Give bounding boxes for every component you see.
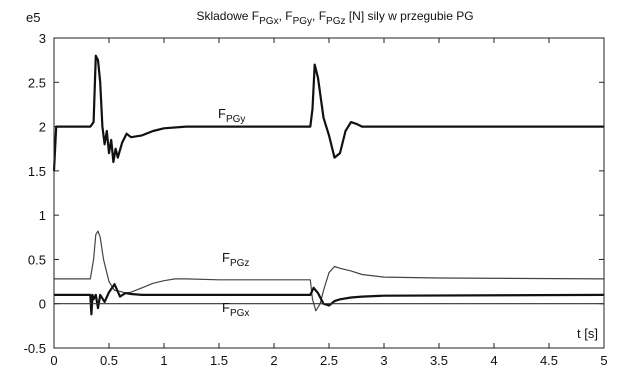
x-tick-label: 1.5 [210, 353, 228, 368]
x-tick-label: 1 [160, 353, 167, 368]
y-tick-label: 2.5 [28, 75, 46, 90]
x-tick-label: 4 [490, 353, 497, 368]
series-label-f-pgz: FPGz [222, 250, 249, 269]
y-tick-label: 0 [39, 297, 46, 312]
x-tick-label: 3.5 [430, 353, 448, 368]
series-line-f-pgx [54, 283, 605, 316]
x-tick-label: 0.5 [100, 353, 118, 368]
series-line-f-pgy [52, 54, 604, 171]
series-layer [52, 54, 605, 316]
x-tick-label: 2.5 [320, 353, 338, 368]
tick-layer: 0 0.5 1 1.5 2 2.5 3 3.5 4 4.5 5 -0.5 0 0.5 1 1.5 2 2.5 3 [24, 31, 608, 368]
x-tick-label: 5 [600, 353, 607, 368]
y-tick-label: -0.5 [24, 341, 46, 356]
y-tick-label: 2 [39, 120, 46, 135]
x-axis-label: t [s] [577, 326, 598, 341]
x-tick-label: 4.5 [540, 353, 558, 368]
x-tick-label: 0 [50, 353, 57, 368]
y-tick-label: 1 [39, 208, 46, 223]
x-tick-label: 2 [270, 353, 277, 368]
y-tick-label: 3 [39, 31, 46, 46]
series-line-f-pgz [54, 230, 605, 312]
y-tick-label: 0.5 [28, 252, 46, 267]
series-label-f-pgx: FPGx [222, 300, 249, 319]
series-label-f-pgy: FPGy [218, 106, 245, 125]
label-layer: FPGy FPGz FPGx [218, 106, 249, 319]
x-tick-label: 3 [380, 353, 387, 368]
chart-title: Skladowe FPGx, FPGy, FPGz [N] sily w prz… [196, 9, 473, 27]
plot-frame [53, 37, 605, 349]
y-multiplier-label: e5 [26, 10, 40, 25]
y-tick-label: 1.5 [28, 164, 46, 179]
